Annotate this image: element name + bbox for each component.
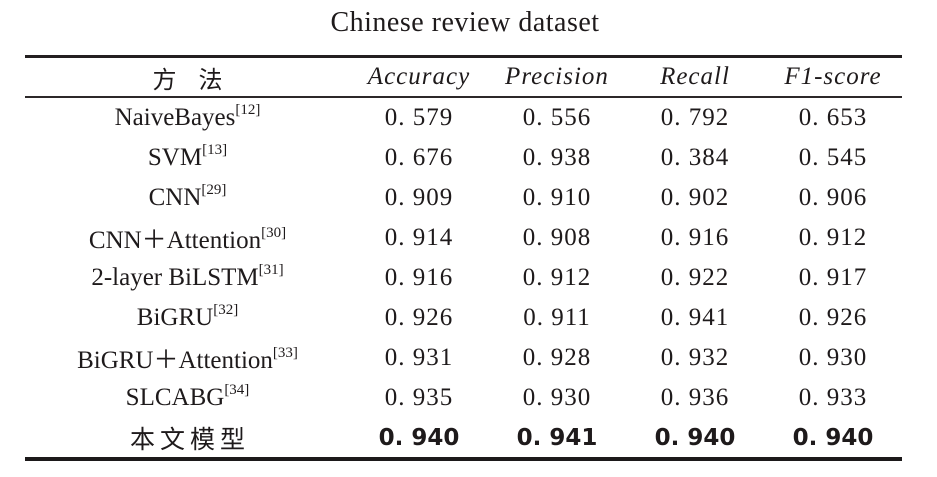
f1-value: 0. 930: [798, 344, 868, 371]
f1-value: 0. 917: [798, 264, 868, 291]
header-method: 方 法: [152, 67, 231, 94]
results-table: 方 法 Accuracy Precision Recall F1-score N…: [25, 55, 902, 461]
method-cell: 本文模型: [25, 420, 350, 456]
f1-value: 0. 933: [798, 384, 868, 411]
table-row-cnn-attention: CNN＋Attention[30] 0. 914 0. 908 0. 916 0…: [25, 218, 902, 258]
precision-value: 0. 912: [522, 264, 592, 291]
recall-value: 0. 936: [660, 384, 730, 411]
precision-value: 0. 908: [522, 224, 592, 251]
table-row-cnn: CNN[29] 0. 909 0. 910 0. 902 0. 906: [25, 178, 902, 218]
table-row-bigru: BiGRU[32] 0. 926 0. 911 0. 941 0. 926: [25, 298, 902, 338]
table-row-proposed-model: 本文模型 0. 940 0. 941 0. 940 0. 940: [25, 418, 902, 457]
method-name: CNN: [148, 184, 202, 211]
table-header-row: 方 法 Accuracy Precision Recall F1-score: [25, 58, 902, 96]
accuracy-value: 0. 909: [384, 184, 454, 211]
citation-ref: [33]: [272, 344, 298, 361]
recall-value: 0. 932: [660, 344, 730, 371]
accuracy-value: 0. 931: [384, 344, 454, 371]
recall-value: 0. 940: [654, 424, 736, 451]
table-row-bigru-attention: BiGRU＋Attention[33] 0. 931 0. 928 0. 932…: [25, 338, 902, 378]
header-precision: Precision: [505, 63, 609, 90]
precision-value: 0. 910: [522, 184, 592, 211]
f1-value: 0. 653: [798, 104, 868, 131]
accuracy-value: 0. 940: [378, 424, 460, 451]
recall-value: 0. 916: [660, 224, 730, 251]
recall-value: 0. 922: [660, 264, 730, 291]
citation-ref: [32]: [213, 301, 239, 318]
method-name: CNN＋Attention: [88, 227, 262, 254]
table-title: Chinese review dataset: [330, 7, 600, 38]
citation-ref: [12]: [235, 101, 261, 118]
method-cell: SLCABG[34]: [25, 381, 350, 412]
precision-value: 0. 928: [522, 344, 592, 371]
header-accuracy: Accuracy: [367, 63, 471, 90]
f1-value: 0. 926: [798, 304, 868, 331]
citation-ref: [13]: [202, 141, 228, 158]
accuracy-value: 0. 926: [384, 304, 454, 331]
method-name: SLCABG: [125, 384, 225, 411]
table-row-naivebayes: NaiveBayes[12] 0. 579 0. 556 0. 792 0. 6…: [25, 98, 902, 138]
accuracy-value: 0. 914: [384, 224, 454, 251]
recall-value: 0. 792: [660, 104, 730, 131]
table-row-slcabg: SLCABG[34] 0. 935 0. 930 0. 936 0. 933: [25, 378, 902, 418]
precision-value: 0. 556: [522, 104, 592, 131]
method-name: SVM: [147, 144, 203, 171]
method-cell: CNN[29]: [25, 181, 350, 212]
header-f1: F1-score: [784, 63, 882, 90]
method-cell: SVM[13]: [25, 141, 350, 172]
f1-value: 0. 545: [798, 144, 868, 171]
table-row-bilstm: 2-layer BiLSTM[31] 0. 916 0. 912 0. 922 …: [25, 258, 902, 298]
header-recall: Recall: [660, 63, 730, 90]
recall-value: 0. 902: [660, 184, 730, 211]
method-cell: 2-layer BiLSTM[31]: [25, 261, 350, 292]
precision-value: 0. 941: [516, 424, 598, 451]
accuracy-value: 0. 676: [384, 144, 454, 171]
method-name: 2-layer BiLSTM: [91, 264, 259, 291]
top-rule: [25, 55, 902, 58]
citation-ref: [31]: [258, 261, 284, 278]
method-name: BiGRU＋Attention: [77, 347, 273, 374]
accuracy-value: 0. 579: [384, 104, 454, 131]
citation-ref: [34]: [224, 381, 250, 398]
method-name: BiGRU: [136, 304, 214, 331]
precision-value: 0. 930: [522, 384, 592, 411]
f1-value: 0. 906: [798, 184, 868, 211]
citation-ref: [30]: [261, 224, 287, 241]
recall-value: 0. 941: [660, 304, 730, 331]
method-name: NaiveBayes: [114, 104, 236, 131]
method-cell: BiGRU＋Attention[33]: [25, 340, 350, 376]
table-row-svm: SVM[13] 0. 676 0. 938 0. 384 0. 545: [25, 138, 902, 178]
method-cell: CNN＋Attention[30]: [25, 220, 350, 256]
citation-ref: [29]: [201, 181, 227, 198]
accuracy-value: 0. 935: [384, 384, 454, 411]
precision-value: 0. 938: [522, 144, 592, 171]
method-cell: BiGRU[32]: [25, 301, 350, 332]
f1-value: 0. 940: [792, 424, 874, 451]
f1-value: 0. 912: [798, 224, 868, 251]
recall-value: 0. 384: [660, 144, 730, 171]
precision-value: 0. 911: [523, 304, 591, 331]
bottom-rule: [25, 457, 902, 461]
method-name: 本文模型: [129, 426, 250, 454]
header-divider-rule: [25, 96, 902, 98]
accuracy-value: 0. 916: [384, 264, 454, 291]
method-cell: NaiveBayes[12]: [25, 101, 350, 132]
